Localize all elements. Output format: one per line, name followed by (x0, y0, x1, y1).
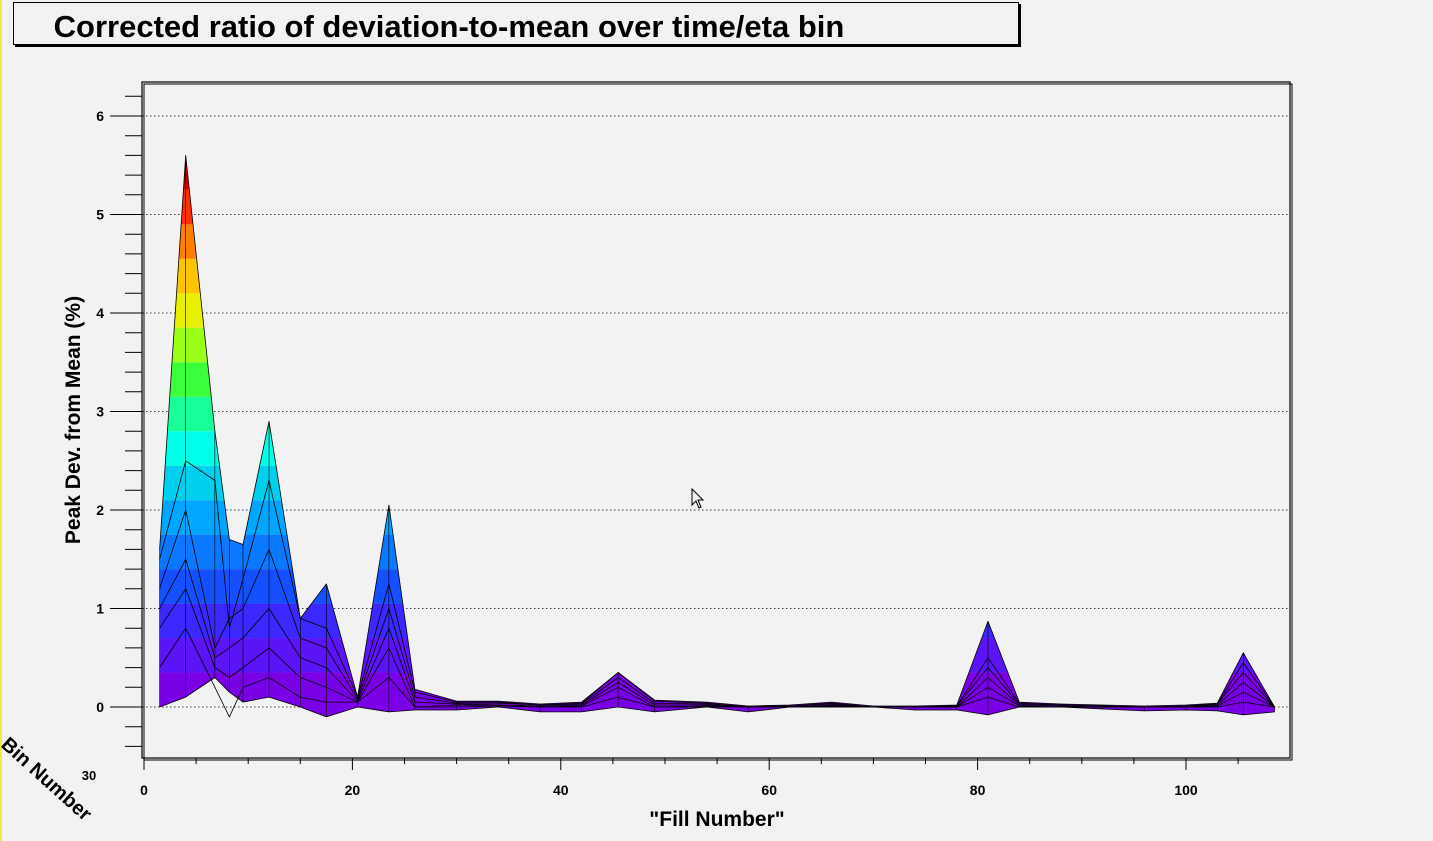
x-tick-label: 80 (970, 782, 986, 798)
color-band (159, 258, 1275, 294)
y-axis-label: Peak Dev. from Mean (%) (62, 296, 85, 544)
color-band (159, 431, 1275, 466)
y-tick-label: 6 (96, 108, 104, 124)
color-band (159, 672, 1275, 717)
plot-frame-shadow (143, 83, 1293, 761)
color-band (159, 396, 1275, 432)
x-axis-label: "Fill Number" (649, 808, 784, 831)
y-tick-label: 3 (96, 404, 104, 420)
mouse-cursor-icon (691, 487, 705, 509)
color-band (159, 293, 1275, 328)
x-tick-label: 100 (1174, 782, 1198, 798)
chart-title: Corrected ratio of deviation-to-mean ove… (53, 9, 845, 44)
color-band (159, 569, 1275, 604)
x-tick-label: 40 (553, 782, 569, 798)
y-tick-label: 0 (96, 699, 104, 715)
color-band (159, 362, 1275, 397)
title-box: Corrected ratio of deviation-to-mean ove… (13, 2, 1019, 45)
y-tick-label: 5 (96, 207, 104, 223)
series-lines (159, 155, 1275, 718)
y-axis: 0 1 2 3 4 5 6 (96, 82, 143, 758)
x-axis: 0 20 40 60 80 100 (140, 757, 1290, 798)
z-tick-label: 30 (82, 768, 96, 783)
color-band (159, 189, 1275, 225)
color-band (159, 603, 1275, 639)
color-band (159, 155, 1275, 190)
series-line (159, 155, 1275, 708)
color-band (159, 224, 1275, 259)
color-band (159, 534, 1275, 570)
y-tick-label: 2 (96, 502, 104, 518)
color-band (159, 465, 1275, 501)
x-tick-label: 60 (761, 782, 777, 798)
x-tick-label: 0 (140, 782, 148, 798)
y-tick-label: 4 (96, 305, 104, 321)
color-band (159, 327, 1275, 363)
color-band (159, 500, 1275, 535)
window-edge (0, 0, 2, 841)
y-tick-label: 1 (96, 601, 104, 617)
x-tick-label: 20 (345, 782, 361, 798)
